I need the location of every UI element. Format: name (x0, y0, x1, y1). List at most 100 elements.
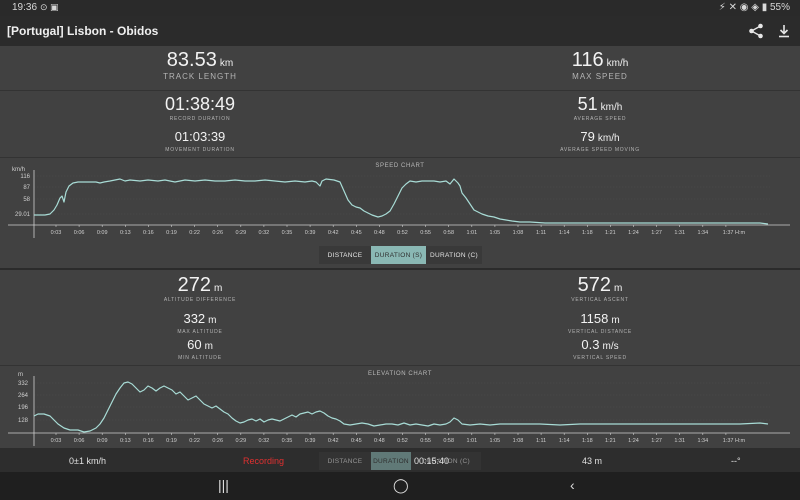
share-icon[interactable] (746, 21, 766, 41)
altitude-difference-stat: 272 m ALTITUDE DIFFERENCE (100, 274, 300, 303)
x-tick-label: 1:27 (651, 438, 662, 444)
x-tick-label: 1:37 H:m (723, 438, 746, 444)
max-speed-value: 116 (571, 49, 604, 71)
x-tick-label: 0:58 (443, 230, 454, 236)
x-tick-label: 1:05 (490, 230, 501, 236)
x-tick-label: 0:52 (397, 230, 408, 236)
recent-apps-icon[interactable]: ||| (218, 477, 229, 493)
vertical-speed-unit: m/s (602, 341, 619, 352)
average-speed-moving-value: 79 (580, 129, 595, 144)
vertical-ascent-stat: 572 m VERTICAL ASCENT (500, 274, 700, 303)
current-speed: 0±1 km/h (69, 456, 106, 466)
x-tick-label: 0:26 (212, 230, 223, 236)
record-duration-stat: 01:38:49 RECORD DURATION (100, 94, 300, 122)
x-tick-label: 0:06 (74, 230, 85, 236)
min-altitude-unit: m (204, 341, 213, 352)
x-tick-label: 0:29 (235, 230, 246, 236)
x-tick-label: 0:06 (74, 438, 85, 444)
track-length-unit: km (219, 58, 234, 69)
x-tick-label: 0:22 (189, 438, 200, 444)
elevation-series-line (33, 381, 769, 433)
vertical-ascent-label: VERTICAL ASCENT (571, 297, 629, 303)
elevation-y-tick: 264 (18, 393, 29, 399)
x-tick-label: 0:58 (443, 438, 454, 444)
movement-duration-stat: 01:03:39 MOVEMENT DURATION (100, 128, 300, 153)
x-tick-label: 0:03 (51, 438, 62, 444)
x-tick-label: 0:19 (166, 438, 177, 444)
x-tick-label: 1:27 (651, 230, 662, 236)
vertical-speed-stat: 0.3 m/s VERTICAL SPEED (500, 336, 700, 361)
x-tick-label: 0:26 (212, 438, 223, 444)
min-altitude-stat: 60 m MIN ALTITUDE (100, 336, 300, 361)
x-tick-label: 1:14 (559, 230, 570, 236)
track-title: [Portugal] Lisbon - Obidos (7, 24, 159, 38)
battery-level: 55% (769, 2, 790, 13)
status-right: ⚡ ✕ ◉ ◈ ▮ 55% (719, 2, 790, 13)
elevation-y-unit: m (18, 372, 23, 378)
x-tick-label: 1:24 (628, 438, 639, 444)
divider (0, 90, 800, 91)
elapsed-timer: 00:15:40 (414, 456, 450, 466)
speed-chart-mode-toggle: DISTANCE DURATION (S) DURATION (C) (319, 246, 482, 264)
x-tick-label: 1:34 (697, 438, 708, 444)
x-tick-label: 1:31 (674, 438, 685, 444)
speed-chart-title: SPEED CHART (375, 163, 425, 169)
x-tick-label: 1:18 (582, 230, 593, 236)
notification-icons: ⊙ ▣ (40, 2, 59, 12)
speed-y-tick: 29.01 (15, 212, 31, 218)
back-icon[interactable]: ‹ (570, 477, 575, 493)
x-tick-label: 0:55 (420, 438, 431, 444)
x-tick-label: 1:05 (490, 438, 501, 444)
recording-status[interactable]: Recording (243, 456, 285, 466)
x-tick-label: 1:21 (605, 438, 616, 444)
speed-x-ticks: 0:03 0:06 0:09 0:13 0:16 0:19 0:22 0:26 0:29 0:32… (51, 225, 746, 236)
elevation-chart-title: ELEVATION CHART (367, 371, 432, 377)
average-speed-moving-label: AVERAGE SPEED MOVING (560, 147, 640, 153)
elevation-chart-mode-toggle: DISTANCE DURATION DURATION (C) (319, 452, 481, 470)
max-speed-unit: km/h (606, 58, 629, 69)
elevation-y-tick: 128 (18, 418, 29, 424)
x-tick-label: 0:55 (420, 230, 431, 236)
recording-info-bar: 0±1 km/h Recording DISTANCE DURATION DUR… (0, 448, 800, 472)
x-tick-label: 0:03 (51, 230, 62, 236)
x-tick-label: 0:52 (397, 438, 408, 444)
record-duration-label: RECORD DURATION (169, 116, 231, 122)
x-tick-label: 0:48 (374, 438, 385, 444)
altitude-difference-label: ALTITUDE DIFFERENCE (163, 297, 237, 303)
x-tick-label: 0:32 (259, 230, 270, 236)
x-tick-label: 1:01 (466, 438, 477, 444)
download-icon[interactable] (774, 21, 794, 41)
max-speed-stat: 116 km/h MAX SPEED (500, 49, 700, 81)
average-speed-label: AVERAGE SPEED (573, 116, 627, 122)
distance-tab[interactable]: DISTANCE (319, 452, 371, 470)
duration-c-tab[interactable]: DURATION (C) (411, 452, 481, 470)
x-tick-label: 0:09 (97, 438, 108, 444)
x-tick-label: 0:16 (143, 438, 154, 444)
x-tick-label: 1:37 H:m (723, 230, 746, 236)
average-speed-value: 51 (577, 94, 598, 114)
status-bar: 19:36 ⊙ ▣ ⚡ ✕ ◉ ◈ ▮ 55% (0, 0, 800, 16)
min-altitude-label: MIN ALTITUDE (178, 355, 222, 361)
duration-c-tab[interactable]: DURATION (C) (426, 246, 482, 264)
vertical-distance-unit: m (611, 315, 620, 326)
altitude-difference-unit: m (214, 283, 223, 294)
home-icon[interactable]: ◯ (393, 477, 409, 493)
track-length-label: TRACK LENGTH (163, 72, 237, 81)
distance-tab[interactable]: DISTANCE (319, 246, 371, 264)
duration-s-tab[interactable]: DURATION (S) (371, 246, 426, 264)
vertical-ascent-unit: m (614, 283, 623, 294)
elevation-chart[interactable]: m 332 264 196 128 0:03 0:06 0:09 0:13 0:16 0:… (0, 366, 800, 448)
average-speed-stat: 51 km/h AVERAGE SPEED (500, 94, 700, 122)
duration-tab[interactable]: DURATION (371, 452, 411, 470)
divider (0, 365, 800, 366)
x-tick-label: 1:11 (536, 438, 546, 444)
system-nav-bar: ||| ◯ ‹ (0, 472, 800, 500)
x-tick-label: 0:35 (282, 230, 293, 236)
x-tick-label: 0:19 (166, 230, 177, 236)
speed-chart-grid (34, 175, 770, 215)
vertical-speed-value: 0.3 (581, 337, 600, 352)
x-tick-label: 0:45 (351, 438, 362, 444)
divider (0, 157, 800, 158)
speed-chart[interactable]: km/h 116 87 58 29.01 0:03 0:06 0:09 0:13 0:1… (0, 158, 800, 240)
status-time: 19:36 (12, 2, 38, 13)
